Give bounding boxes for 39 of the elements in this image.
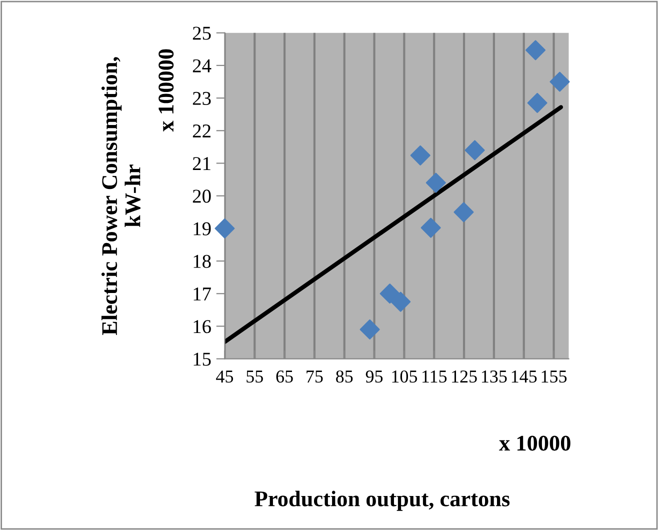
y-tick-label: 19 bbox=[194, 222, 211, 236]
x-tick-label: 155 bbox=[542, 370, 567, 383]
x-tick-label: 95 bbox=[366, 370, 383, 383]
x-tick-label: 55 bbox=[246, 370, 263, 383]
x-tick-label: 145 bbox=[512, 370, 537, 383]
text: x 10000 bbox=[499, 436, 570, 451]
point bbox=[214, 218, 235, 238]
x-tick-label: 135 bbox=[482, 370, 507, 383]
x-tick-label: 85 bbox=[336, 370, 353, 383]
point bbox=[464, 140, 485, 160]
point bbox=[360, 319, 380, 340]
x-tick-label: 115 bbox=[422, 370, 447, 383]
x-tick-label: 105 bbox=[392, 370, 418, 383]
y-tick-label: 21 bbox=[192, 157, 210, 170]
point bbox=[390, 292, 411, 312]
y-tick-label: 15 bbox=[194, 352, 211, 366]
point bbox=[380, 284, 400, 304]
x-tick-label: 125 bbox=[452, 370, 477, 383]
y-tick-label: 16 bbox=[194, 320, 211, 334]
point bbox=[420, 218, 441, 238]
y-tick-label: 17 bbox=[194, 288, 211, 300]
x-axis-title: Production output, cartons bbox=[254, 490, 510, 511]
point bbox=[550, 72, 570, 92]
point bbox=[426, 172, 446, 193]
x-tick-label: 65 bbox=[276, 370, 293, 383]
y-tick-label: 18 bbox=[194, 254, 211, 268]
y-tick-label: 24 bbox=[192, 59, 212, 72]
point bbox=[526, 40, 546, 60]
y-tick-label: 20 bbox=[192, 190, 211, 203]
text: x 100000 bbox=[158, 49, 174, 132]
y-tick-label: 23 bbox=[192, 92, 211, 105]
point bbox=[527, 92, 548, 113]
x-tick-label: 75 bbox=[306, 370, 323, 383]
point bbox=[410, 145, 430, 166]
y-axis-title: Electric Power Consumption, kW-hr bbox=[101, 57, 140, 336]
y-tick-label: 25 bbox=[192, 26, 211, 40]
point bbox=[454, 202, 474, 222]
x-tick-label: 45 bbox=[216, 370, 234, 383]
y-tick-label: 22 bbox=[192, 124, 210, 138]
